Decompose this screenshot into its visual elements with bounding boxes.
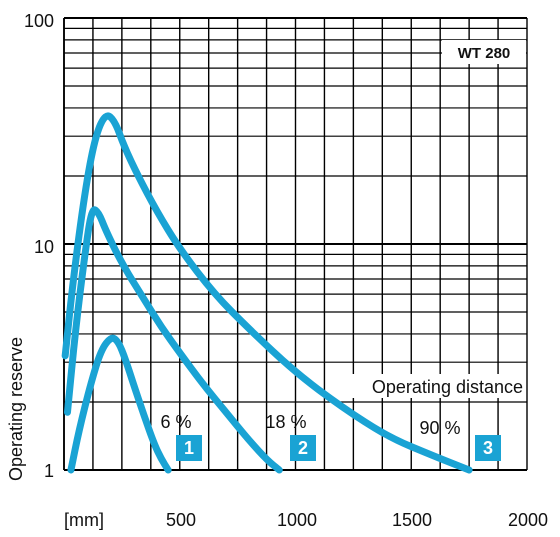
x-tick-label-1000: 1000 — [277, 510, 317, 530]
grid-layer — [63, 17, 528, 471]
model-label: WT 280 — [458, 45, 511, 62]
series-badge-1 — [176, 435, 202, 461]
label-layer: 100 10 1 Operating reserve [mm] 500 1000… — [6, 11, 548, 530]
series-label-18: 18 % — [265, 412, 306, 432]
x-axis-title-box — [352, 374, 526, 398]
curve-layer — [61, 112, 473, 474]
series-curve-2 — [63, 206, 283, 474]
y-tick-label-1: 1 — [44, 461, 54, 481]
y-axis-label: Operating reserve — [6, 337, 26, 481]
series-badge-text-1: 1 — [184, 438, 194, 458]
series-curve-3 — [61, 112, 473, 474]
y-tick-label-100: 100 — [24, 11, 54, 31]
x-axis-title: Operating distance — [372, 377, 523, 397]
x-unit-label: [mm] — [64, 510, 104, 530]
series-label-90: 90 % — [419, 418, 460, 438]
series-label-6: 6 % — [160, 412, 191, 432]
series-badge-text-2: 2 — [298, 438, 308, 458]
series-badge-3 — [475, 435, 501, 461]
series-badge-text-3: 3 — [483, 438, 493, 458]
x-tick-label-500: 500 — [166, 510, 196, 530]
x-tick-label-2000: 2000 — [508, 510, 548, 530]
series-badge-2 — [290, 435, 316, 461]
model-label-box — [442, 40, 526, 64]
series-curve-1 — [67, 334, 172, 474]
x-tick-label-1500: 1500 — [392, 510, 432, 530]
y-tick-label-10: 10 — [34, 237, 54, 257]
